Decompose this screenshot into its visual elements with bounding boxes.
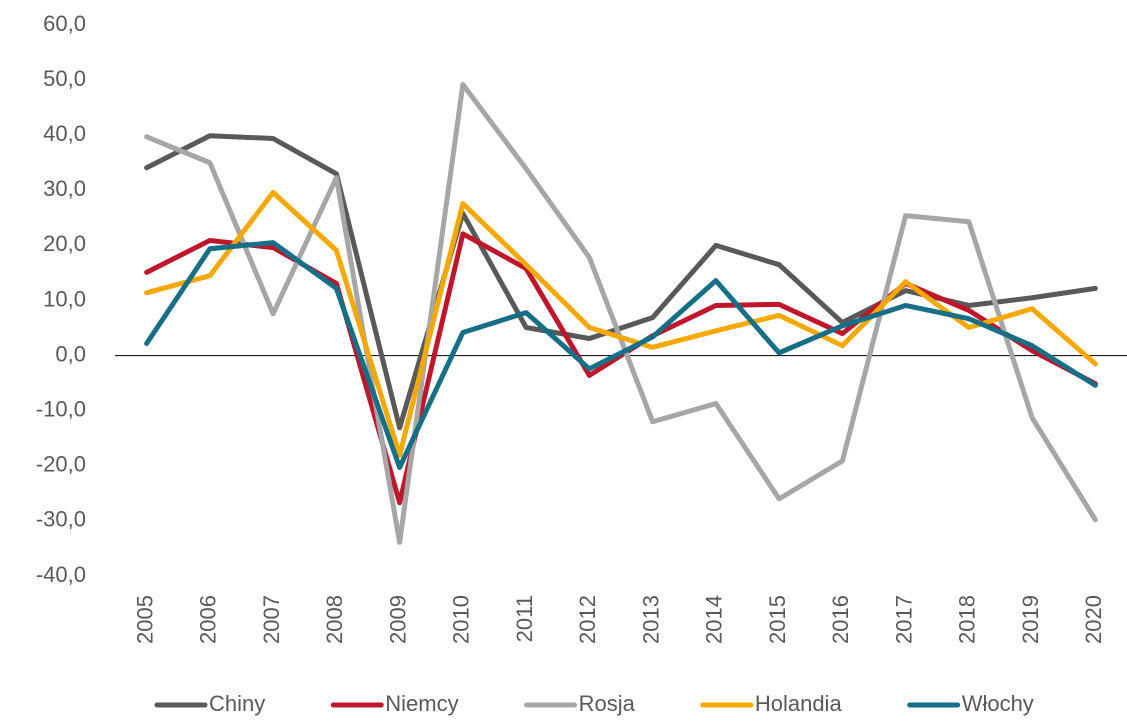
- x-tick-label: 2007: [259, 595, 284, 644]
- x-tick-label: 2020: [1081, 595, 1106, 644]
- x-tick-label: 2008: [322, 595, 347, 644]
- legend-label: Włochy: [962, 691, 1034, 716]
- series-line: [144, 240, 1098, 470]
- y-tick-label: 20,0: [43, 231, 86, 256]
- legend-label: Rosja: [579, 691, 636, 716]
- x-tick-label: 2012: [575, 595, 600, 644]
- x-tick-label: 2015: [765, 595, 790, 644]
- legend-label: Chiny: [209, 691, 265, 716]
- x-tick-label: 2019: [1018, 595, 1043, 644]
- y-tick-label: -10,0: [36, 397, 86, 422]
- y-tick-label: -30,0: [36, 507, 86, 532]
- series-line: [144, 190, 1098, 458]
- x-tick-label: 2011: [512, 595, 537, 642]
- x-tick-label: 2016: [828, 595, 853, 644]
- x-tick-label: 2013: [638, 595, 663, 644]
- y-tick-label: 30,0: [43, 176, 86, 201]
- x-tick-label: 2010: [449, 595, 474, 644]
- y-tick-label: 10,0: [43, 286, 86, 311]
- y-tick-label: 40,0: [43, 121, 86, 146]
- y-tick-label: -40,0: [36, 562, 86, 587]
- legend-label: Holandia: [755, 691, 843, 716]
- x-tick-label: 2017: [891, 595, 916, 644]
- x-tick-label: 2005: [132, 595, 157, 644]
- x-tick-label: 2006: [196, 595, 221, 644]
- y-tick-label: 0,0: [55, 341, 86, 366]
- y-tick-label: -20,0: [36, 452, 86, 477]
- x-tick-label: 2009: [385, 595, 410, 644]
- x-tick-label: 2014: [702, 595, 727, 644]
- x-tick-label: 2018: [955, 595, 980, 644]
- y-tick-label: 60,0: [43, 11, 86, 36]
- y-tick-label: 50,0: [43, 66, 86, 91]
- legend-label: Niemcy: [385, 691, 458, 716]
